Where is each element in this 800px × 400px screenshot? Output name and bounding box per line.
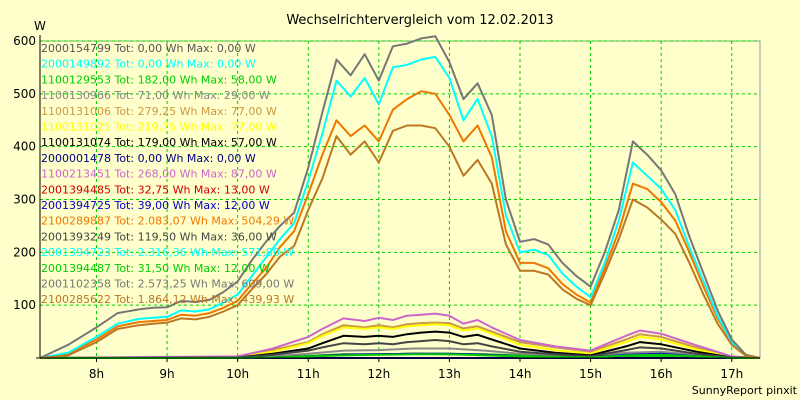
credit-label: SunnyReport pinxit xyxy=(692,384,798,397)
x-tick-label: 9h xyxy=(159,367,174,381)
y-tick-label: 400 xyxy=(13,140,36,154)
legend-entry-1: 2000149892 Tot: 0,00 Wh Max: 0,00 W xyxy=(41,58,256,71)
legend-entry-4: 1100131006 Tot: 279,25 Wh Max: 77,00 W xyxy=(41,105,277,118)
axes: 100 200 300 400 500 600 8h 9h 10h 11h 12h 13h 14h 15h… xyxy=(13,34,760,381)
x-tick-label: 14h xyxy=(509,367,532,381)
x-tick-label: 16h xyxy=(650,367,673,381)
series-line-13 xyxy=(39,55,761,359)
legend-entry-16: 2100285622 Tot: 1.864,12 Wh Max: 439,93 … xyxy=(41,293,294,306)
series-line-12 xyxy=(39,339,761,359)
series-line-4 xyxy=(39,321,761,359)
series-line-11 xyxy=(39,90,761,359)
y-axis-label: W xyxy=(34,19,46,33)
legend-entry-15: 2001102358 Tot: 2.573,25 Wh Max: 609,00 … xyxy=(41,278,294,291)
series-line-3 xyxy=(40,347,760,359)
x-tick-label: 11h xyxy=(297,367,320,381)
legend-entry-14: 2001394487 Tot: 31,50 Wh Max: 12,00 W xyxy=(41,262,270,275)
legend-entry-11: 2100289887 Tot: 2.083,07 Wh Max: 504,29 … xyxy=(41,215,294,228)
x-tick-label: 10h xyxy=(226,367,249,381)
x-tick-label: 8h xyxy=(89,367,104,381)
series-line-5 xyxy=(39,323,761,359)
legend: 2000154799 Tot: 0,00 Wh Max: 0,00 W 20001… xyxy=(41,42,294,306)
legend-entry-13: 2001394723 Tot: 2.316,36 Wh Max: 571,80 … xyxy=(41,246,294,259)
y-tick-label: 100 xyxy=(13,298,36,312)
y-tick-label: 200 xyxy=(13,245,36,259)
series-line-16 xyxy=(39,124,761,359)
legend-entry-2: 1100129553 Tot: 182,00 Wh Max: 58,00 W xyxy=(41,73,277,86)
y-tick-label: 300 xyxy=(13,193,36,207)
legend-entry-6: 1100131074 Tot: 179,00 Wh Max: 57,00 W xyxy=(41,136,277,149)
legend-entry-8: 1100213451 Tot: 268,00 Wh Max: 87,00 W xyxy=(41,168,277,181)
series-line-8 xyxy=(39,312,761,359)
legend-entry-12: 2001393249 Tot: 119,50 Wh Max: 36,00 W xyxy=(41,230,277,243)
legend-entry-3: 1100130966 Tot: 71,00 Wh Max: 29,00 W xyxy=(41,89,270,102)
x-tick-label: 15h xyxy=(579,367,602,381)
chart-title: Wechselrichtervergleich vom 12.02.2013 xyxy=(286,13,553,28)
y-tick-label: 500 xyxy=(13,87,36,101)
legend-entry-5: 1100131025 Tot: 219,75 Wh Max: 77,00 W xyxy=(41,121,277,134)
x-tick-label: 13h xyxy=(438,367,461,381)
legend-entry-9: 2001394485 Tot: 32,75 Wh Max: 13,00 W xyxy=(41,183,270,196)
series-line-6 xyxy=(39,330,761,359)
legend-entry-7: 2000001478 Tot: 0,00 Wh Max: 0,00 W xyxy=(41,152,256,165)
series-line-14 xyxy=(40,353,760,359)
y-tick-label: 600 xyxy=(13,34,36,48)
x-tick-label: 17h xyxy=(720,367,743,381)
legend-entry-10: 2001394725 Tot: 39,00 Wh Max: 12,00 W xyxy=(41,199,270,212)
series-line-15 xyxy=(39,35,761,359)
legend-entry-0: 2000154799 Tot: 0,00 Wh Max: 0,00 W xyxy=(41,42,256,55)
x-tick-label: 12h xyxy=(367,367,390,381)
